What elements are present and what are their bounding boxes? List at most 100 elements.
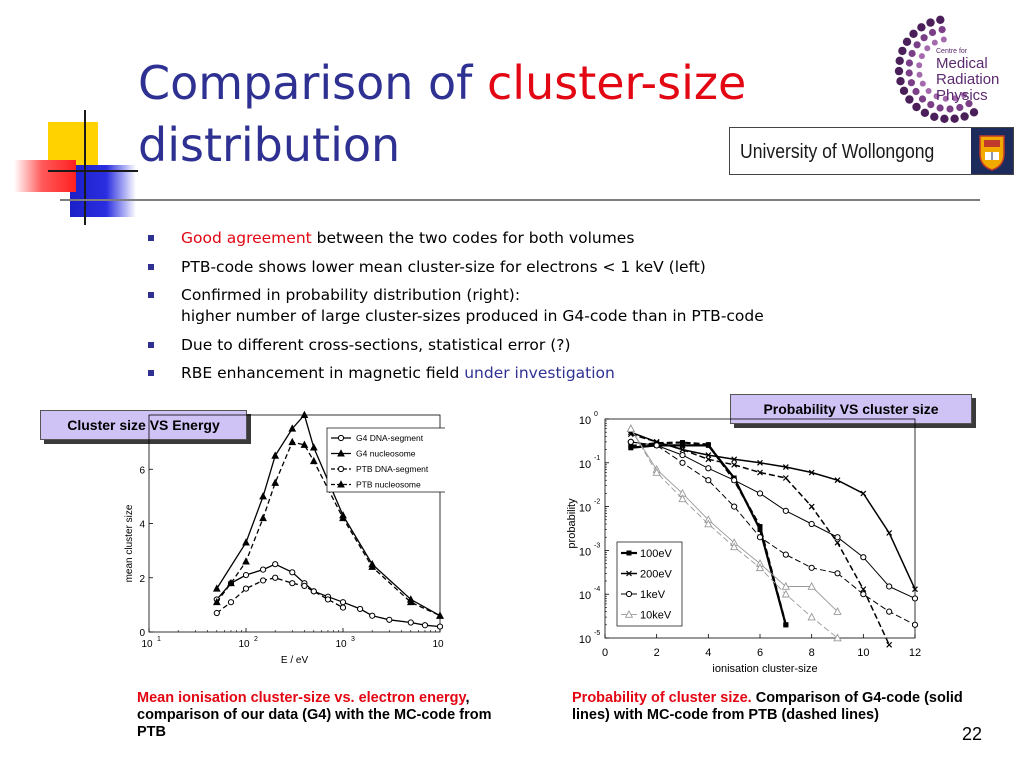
y-tick-label: 10 bbox=[579, 503, 591, 515]
cmrp-dot bbox=[916, 62, 923, 69]
bullet-item: RBE enhancement in magnetic field under … bbox=[148, 363, 764, 384]
data-point bbox=[782, 507, 789, 514]
left-caption: Mean ionisation cluster-size vs. electro… bbox=[137, 690, 497, 741]
legend-box bbox=[326, 427, 445, 493]
cmrp-dot bbox=[907, 79, 915, 87]
y-tick-exponent: -1 bbox=[594, 455, 600, 462]
cmrp-dot bbox=[930, 112, 939, 122]
bullet-item: Due to different cross-sections, statist… bbox=[148, 335, 764, 356]
data-point bbox=[860, 490, 867, 497]
legend-label: G4 nucleosome bbox=[356, 449, 416, 459]
cmrp-text: Centre for Medical Radiation Physics bbox=[936, 48, 999, 104]
data-point bbox=[300, 410, 309, 418]
data-point bbox=[808, 520, 815, 528]
cmrp-dot bbox=[956, 103, 964, 112]
data-point bbox=[757, 527, 763, 533]
cmrp-dot bbox=[940, 114, 949, 124]
data-point bbox=[300, 440, 309, 448]
deco-vertical-line bbox=[84, 110, 86, 225]
y-tick-label: 0 bbox=[139, 628, 145, 639]
cmrp-dot bbox=[899, 86, 909, 96]
data-point bbox=[755, 563, 765, 572]
cmrp-dot bbox=[931, 39, 938, 46]
bullet-text: Due to different cross-sections, statist… bbox=[181, 335, 571, 354]
data-point bbox=[259, 566, 267, 573]
cmrp-dot bbox=[896, 77, 905, 86]
cmrp-dot bbox=[940, 36, 947, 43]
data-point bbox=[212, 597, 221, 606]
data-point bbox=[678, 494, 687, 503]
right-caption-black: Comparison of G4-code (solid lines) with… bbox=[572, 690, 963, 723]
data-point bbox=[705, 465, 712, 472]
x-tick-label: 10 bbox=[432, 639, 444, 650]
data-point bbox=[653, 442, 660, 449]
data-point bbox=[808, 564, 815, 571]
uow-logo: University of Wollongong bbox=[729, 127, 1014, 175]
data-point bbox=[808, 503, 815, 510]
data-point bbox=[368, 562, 377, 570]
data-point bbox=[886, 641, 893, 648]
y-tick-exponent: 0 bbox=[594, 411, 598, 418]
y-tick-label: 2 bbox=[139, 574, 145, 585]
cmrp-dots-graphic bbox=[894, 15, 979, 124]
data-point bbox=[407, 619, 414, 626]
legend-marker bbox=[624, 609, 634, 618]
y-tick-exponent: -3 bbox=[594, 542, 600, 549]
data-point bbox=[271, 451, 280, 459]
data-point bbox=[781, 581, 790, 590]
data-point bbox=[242, 571, 250, 579]
uow-crest-panel bbox=[971, 128, 1013, 174]
bullet-text: PTB-code shows lower mean cluster-size f… bbox=[181, 257, 706, 276]
series-ptb-nucleosome bbox=[212, 437, 444, 619]
series-line bbox=[630, 441, 916, 626]
bullet-text: between the two codes for both volumes bbox=[311, 229, 635, 247]
cmrp-dot bbox=[918, 95, 927, 103]
data-point bbox=[782, 464, 789, 470]
y-axis-label: mean cluster size bbox=[124, 504, 135, 582]
data-point bbox=[886, 583, 893, 590]
cmrp-dot bbox=[920, 34, 928, 42]
series-1kev-dashed bbox=[627, 438, 919, 628]
data-point bbox=[272, 561, 279, 568]
data-point bbox=[421, 622, 429, 629]
cmrp-dot bbox=[946, 105, 954, 113]
bullet-item: PTB-code shows lower mean cluster-size f… bbox=[148, 257, 764, 278]
data-point bbox=[242, 538, 250, 546]
bullet-text: Confirmed in probability distribution (r… bbox=[181, 286, 521, 304]
data-point bbox=[627, 438, 634, 446]
data-point bbox=[213, 609, 220, 617]
y-tick-label: 6 bbox=[139, 465, 145, 476]
data-point bbox=[860, 586, 867, 593]
deco-horizontal-line bbox=[48, 170, 138, 172]
cmrp-dot bbox=[917, 23, 926, 32]
deco-red-square bbox=[14, 160, 76, 192]
data-point bbox=[834, 534, 841, 541]
y-axis-label: probability bbox=[566, 498, 578, 549]
cmrp-line3: Radiation bbox=[936, 71, 1000, 88]
data-point bbox=[259, 577, 267, 584]
y-tick-exponent: -2 bbox=[594, 499, 600, 506]
x-axis-label: E / eV bbox=[281, 655, 309, 666]
cmrp-dot bbox=[960, 112, 969, 121]
cmrp-dot bbox=[919, 80, 926, 87]
bullet-item: Good agreement between the two codes for… bbox=[148, 228, 764, 249]
data-point bbox=[731, 461, 738, 468]
data-point bbox=[288, 424, 297, 432]
cmrp-dot bbox=[926, 18, 935, 27]
data-point bbox=[757, 459, 763, 466]
data-point bbox=[834, 539, 841, 546]
x-tick-label: 4 bbox=[705, 647, 711, 659]
data-point bbox=[757, 469, 763, 476]
cmrp-line4: Physics bbox=[936, 87, 988, 104]
bullet-highlight: under investigation bbox=[464, 364, 615, 382]
cmrp-dot bbox=[908, 49, 916, 58]
legend-label: 200eV bbox=[640, 569, 672, 581]
data-point bbox=[310, 588, 317, 595]
y-tick-exponent: -5 bbox=[594, 630, 600, 637]
data-point bbox=[730, 542, 739, 551]
legend-marker bbox=[625, 590, 633, 598]
data-point bbox=[731, 503, 738, 510]
data-point bbox=[886, 530, 893, 536]
